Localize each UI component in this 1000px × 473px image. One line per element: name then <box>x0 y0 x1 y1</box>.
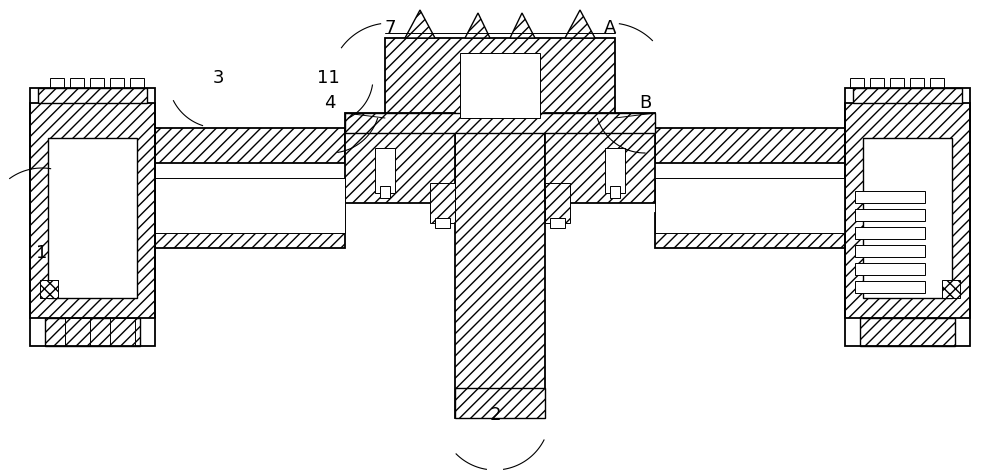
Polygon shape <box>465 13 490 38</box>
Bar <box>380 186 390 198</box>
Bar <box>460 53 540 118</box>
Bar <box>155 178 345 233</box>
Bar <box>155 213 345 248</box>
Bar <box>655 213 845 248</box>
Text: A: A <box>604 19 616 37</box>
Polygon shape <box>510 13 535 38</box>
Bar <box>30 103 155 318</box>
Bar <box>890 78 904 88</box>
Bar <box>48 138 137 298</box>
Bar <box>385 38 615 118</box>
Bar <box>155 128 345 163</box>
Bar <box>550 218 565 228</box>
Text: 2: 2 <box>489 406 501 424</box>
Bar <box>605 148 625 193</box>
Text: B: B <box>639 94 651 112</box>
Bar <box>930 78 944 88</box>
Bar <box>345 113 655 133</box>
Bar <box>545 113 655 203</box>
Bar <box>38 88 147 103</box>
Bar <box>610 186 620 198</box>
Bar <box>855 209 925 221</box>
Polygon shape <box>455 388 545 418</box>
Bar <box>130 78 144 88</box>
Text: 1: 1 <box>36 244 48 262</box>
Bar <box>375 148 395 193</box>
Text: 4: 4 <box>324 94 336 112</box>
Bar <box>455 73 545 418</box>
Text: 3: 3 <box>212 69 224 87</box>
Bar <box>655 128 845 163</box>
Text: 7: 7 <box>384 19 396 37</box>
Bar <box>50 78 64 88</box>
Bar <box>870 78 884 88</box>
Bar <box>855 227 925 239</box>
Bar <box>430 183 455 223</box>
Bar <box>40 280 58 298</box>
Bar <box>70 78 84 88</box>
Bar <box>90 78 104 88</box>
Bar <box>855 191 925 203</box>
Bar <box>910 78 924 88</box>
Bar <box>65 318 90 346</box>
Bar <box>40 280 58 298</box>
Bar <box>110 318 135 346</box>
Polygon shape <box>565 10 595 38</box>
Bar <box>855 263 925 275</box>
Bar <box>655 178 845 233</box>
Bar <box>863 138 952 298</box>
Bar <box>110 78 124 88</box>
Polygon shape <box>405 10 435 38</box>
Bar <box>853 88 962 103</box>
Bar <box>855 245 925 257</box>
Bar <box>850 78 864 88</box>
Bar <box>435 218 450 228</box>
Bar <box>45 318 140 346</box>
Bar <box>345 113 455 203</box>
Bar <box>845 103 970 318</box>
Bar <box>942 280 960 298</box>
Bar <box>860 318 955 346</box>
Bar <box>855 281 925 293</box>
Text: 11: 11 <box>317 69 339 87</box>
Bar <box>545 183 570 223</box>
